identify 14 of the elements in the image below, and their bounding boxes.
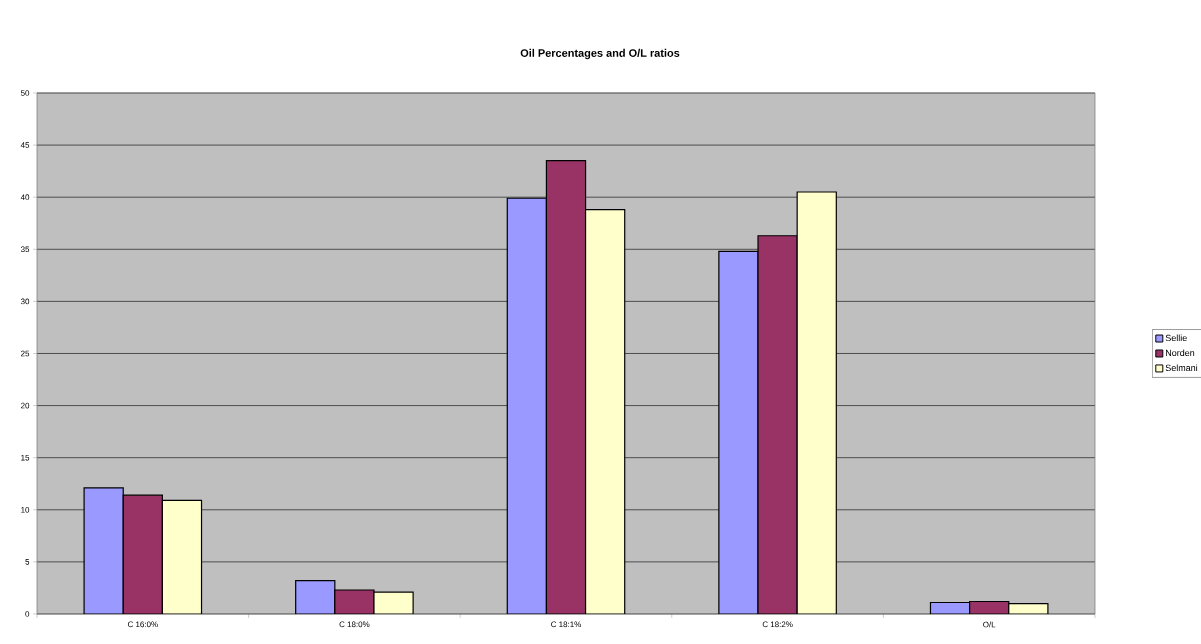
bar: [161, 499, 203, 614]
bar: [584, 209, 626, 614]
bar: [122, 494, 163, 614]
bar: [295, 580, 336, 614]
chart-title: Oil Percentages and O/L ratios: [520, 48, 680, 60]
bar: [83, 487, 124, 614]
legend-label: Sellie: [1165, 334, 1187, 342]
bar: [506, 197, 548, 614]
legend-label: Norden: [1166, 349, 1195, 357]
bar: [545, 160, 587, 614]
bar: [757, 235, 798, 614]
legend-label: Selmani: [1165, 364, 1198, 372]
bar: [718, 250, 759, 614]
bar: [796, 191, 837, 614]
